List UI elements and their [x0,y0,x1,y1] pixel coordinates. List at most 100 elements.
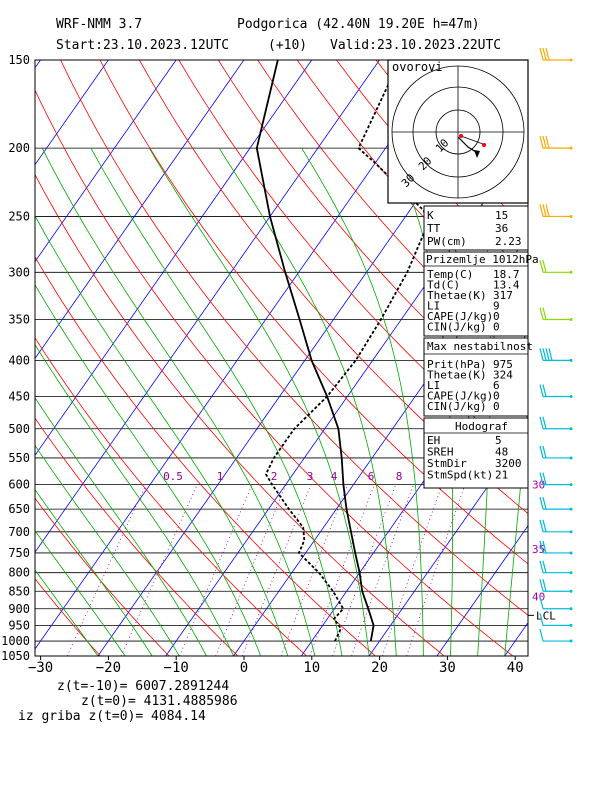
indices-panel: K 15 TT 36 PW(cm) 2.23 [423,205,529,251]
dry-adiabat-310 [35,89,514,656]
info-row-value: 0 [493,390,500,403]
moist-adiabat--20 [35,569,99,656]
info-row-value: 18.7 [493,268,520,281]
y-tick-label: 750 [8,546,30,560]
surface-title: Prizemlje 1012hPa [426,253,539,266]
info-row-value: 975 [493,358,513,371]
wind-barb [539,384,573,398]
y-tick-label: 650 [8,502,30,516]
wind-barbs [539,47,573,643]
dry-adiabat-450 [573,60,600,656]
wind-barb [539,540,573,555]
y-tick-label: 450 [8,389,30,403]
info-row-value: 9 [493,300,500,313]
wind-barb [539,445,573,460]
info-row-value: 6 [493,379,500,392]
mixing-ratio-0.5 [66,484,147,656]
wind-barb [539,416,573,431]
info-row-label: StmDir [427,457,467,470]
x-tick-label: −20 [96,660,121,676]
y-tick-label: 1000 [1,634,30,648]
moist-adiabat--4 [35,397,207,656]
y-tick-label: 950 [8,618,30,632]
mixing-ratio-8 [309,484,375,656]
mixing-ratio-12 [351,484,414,656]
profile-lines [255,60,430,642]
wind-barb [539,628,573,643]
mixing-ratio-label: 2 [271,470,278,483]
info-row-label: SREH [427,446,454,459]
info-row-value: 3200 [495,457,522,470]
isotherm--60 [35,60,245,360]
moist-adiabat-28 [301,147,424,656]
moist-adiabat-40 [504,399,528,656]
info-row-label: CIN(J/kg) [427,321,487,334]
y-tick-label: 350 [8,313,30,327]
k-label: K [427,209,434,222]
dry-adiabat-360 [217,60,528,417]
mixing-ratio-3 [215,484,287,656]
y-tick-label: 600 [8,478,30,492]
info-row-value: 5 [495,434,502,447]
info-row-label: StmSpd(kt) [427,469,493,482]
info-row-value: 13.4 [493,279,520,292]
wind-barb [539,579,573,593]
info-row-label: Thetae(K) [427,289,487,302]
max-instability-title: Max nestabilnost [427,340,533,353]
pw-label: PW(cm) [427,235,467,248]
z-minus10: z(t=-10)= 6007.2891244 [57,679,229,694]
info-row-value: 21 [495,469,508,482]
wind-barb [539,596,573,611]
mixing-ratio-label: 4 [331,470,338,483]
dry-adiabat-270 [35,417,239,656]
hodograph-title: ovorovi [392,60,443,74]
right-axis-label: 35 [532,543,545,556]
wind-barb [539,260,573,274]
info-row-label: Prit(hPa) [427,358,487,371]
isotherm--80 [35,60,109,166]
moist-adiabat--16 [35,530,126,656]
info-row-label: CAPE(J/kg) [427,390,493,403]
mixing-ratio-2 [179,484,253,656]
x-tick-label: 0 [240,660,248,676]
hodo-point-red [459,134,463,138]
info-row-label: Td(C) [427,279,460,292]
y-tick-label: 550 [8,451,30,465]
moist-adiabat-12 [41,147,316,656]
mixing-ratio-label: 6 [368,470,375,483]
isotherm-50 [573,60,600,656]
valid-date: Valid:23.10.2023. [330,38,463,53]
info-row-label: LI [427,379,440,392]
mixing-ratio-1 [121,484,198,656]
mixing-ratio-label: 0.5 [163,470,183,483]
wind-barb [539,496,573,511]
valid-time: 22UTC [462,38,501,53]
info-row-value: 0 [493,400,500,413]
k-value: 15 [495,209,508,222]
mixing-ratio-16 [381,484,443,656]
mixing-ratio-4 [241,484,312,656]
info-row-value: 317 [493,289,513,302]
isotherm--30 [35,60,448,650]
y-tick-label: 500 [8,422,30,436]
x-tick-label: 40 [507,660,524,676]
isotherm-20 [368,428,528,656]
y-tick-label: 900 [8,602,30,616]
x-tick-label: −30 [28,660,53,676]
info-row-value: 48 [495,446,508,459]
isotherm-30 [436,525,528,656]
y-tick-label: 200 [8,141,30,155]
isotherm--50 [35,60,313,456]
wind-barb [539,519,573,534]
wind-barb [539,204,573,218]
dry-adiabat-340 [139,60,528,515]
info-row-label: EH [427,434,440,447]
right-axis-label: 40 [532,591,545,604]
mixing-ratio-label: 1 [217,470,224,483]
y-tick-label: 400 [8,353,30,367]
wind-barb [539,613,573,627]
lead-time: (+10) [268,38,307,53]
dry-adiabat-290 [35,256,376,656]
info-row-value: 0 [493,321,500,334]
